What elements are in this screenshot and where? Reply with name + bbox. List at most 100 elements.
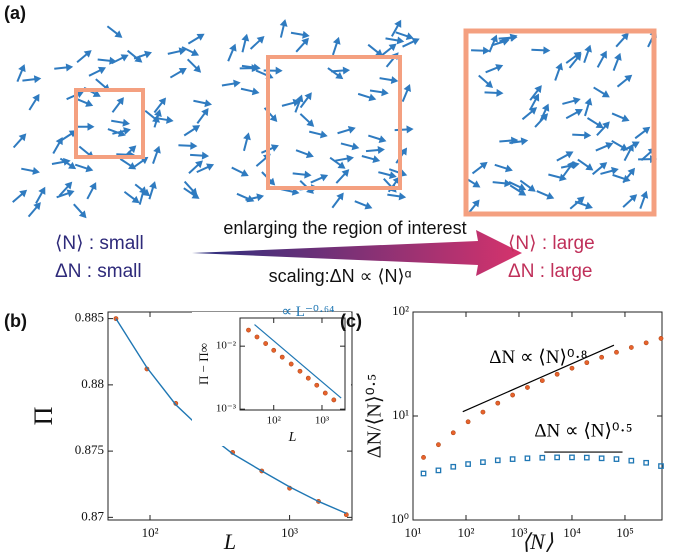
particle-head [595,120,604,129]
particle-head [555,62,563,71]
y-axis-label: Π [29,406,58,425]
particle-tail [35,190,44,204]
particle-head [584,97,593,106]
particle-tail [28,97,38,111]
particle-tail [56,191,71,199]
particle-tail [116,153,131,156]
particle-tail [148,185,155,200]
particle-tail [190,153,205,157]
particle-tail [144,109,157,121]
particle-tail [478,74,490,86]
particle-head [279,19,288,27]
particle-tail [471,164,485,175]
particle-tail [27,205,39,218]
particle-tail [367,43,380,55]
particle-tail [126,49,140,61]
particle-head [364,201,373,210]
panel-label: (c) [340,311,362,331]
particle-head [347,125,356,134]
particle-head [504,164,513,173]
x-tick-label: 10⁵ [616,525,634,540]
data-point [314,382,320,388]
particle-head [377,146,385,154]
particle-tail [611,112,626,120]
particle-tail [622,171,633,184]
data-point [263,341,269,346]
particle-tail [485,66,499,74]
particle-head [406,125,414,134]
large-fluct: ΔN : large [508,261,593,282]
particle-tail [562,99,577,105]
particle-head [304,92,312,101]
panel-label: (a) [4,3,26,23]
particle-tail [548,173,563,179]
reference-label: ΔN ∝ ⟨N⟩⁰·⁵ [534,420,632,441]
particle-tail [591,164,605,176]
particle-tail [595,144,610,152]
particle-tail [369,89,384,94]
particle-tail [187,35,201,45]
particle-head [411,37,420,46]
region-large [463,28,657,217]
particle-tail [536,190,551,198]
particle-tail [331,69,346,73]
particle-head [368,93,377,102]
particle-tail [74,163,89,170]
particle-head [229,43,237,52]
fit-line [115,318,347,515]
particle-head [149,181,157,189]
particle-head [520,137,529,146]
particle-head [584,201,593,210]
y-tick-label: 0.87 [81,508,104,523]
particle-head [204,99,213,108]
particle-head [166,115,174,124]
particle-head [565,151,574,159]
particle-head [642,126,651,135]
particle-head [243,132,251,141]
x-tick-label: 10³ [315,415,330,427]
particle-head [66,189,75,198]
x-tick-label: 10² [458,525,475,540]
particle-tail [596,54,606,68]
particle-head [346,154,354,163]
particle-head [206,163,215,171]
particle-head [116,97,124,106]
particle-head [32,93,40,102]
particle-tail [22,77,37,82]
particle-tail [378,171,393,177]
data-point [554,454,560,461]
particle-head [501,38,510,46]
particle-head [624,74,633,83]
data-point [525,385,530,390]
particle-tail [97,58,112,62]
particle-head [518,188,527,196]
particle-head [246,194,255,203]
small-mean: ⟨N⟩ : small [55,233,144,254]
particle-head [64,181,73,190]
particle-head [574,109,583,117]
particle-field [12,19,658,219]
inset-background [192,312,351,446]
particle-tail [183,187,196,197]
data-point [297,368,303,374]
particle-tail [186,58,199,70]
particle-head [511,136,519,145]
particle-head [301,37,309,46]
data-point [271,347,277,353]
particle-tail [16,68,24,83]
particle-tail [385,37,400,42]
y-axis-label: ΔN/⟨N⟩⁰·⁵ [364,374,386,459]
particle-head [336,192,344,201]
particle-head [114,30,123,38]
data-point [599,354,605,360]
particle-tail [152,150,159,164]
data-point [435,467,442,474]
particle-tail [290,31,305,37]
particle-head [319,130,328,139]
particle-tail [59,157,73,168]
particle-tail [401,88,409,102]
particle-tail [88,68,102,77]
data-point [254,334,260,340]
particle-tail [335,157,350,162]
